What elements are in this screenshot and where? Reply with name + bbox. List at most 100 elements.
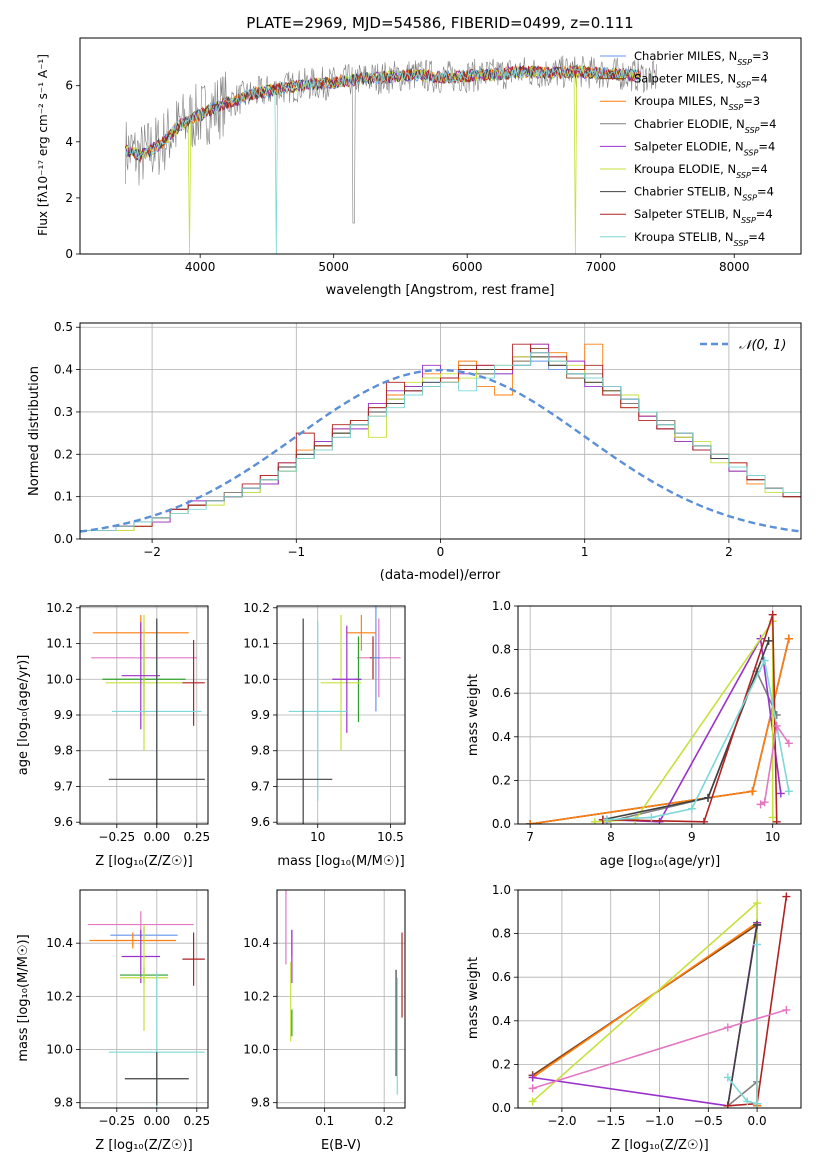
y-tick-label: 9.8: [251, 744, 270, 758]
legend-entry: 𝒩(0, 1): [739, 338, 786, 353]
weight-point-marker: [528, 1097, 537, 1106]
age-vs-Z-xlabel: Z [log₁₀(Z/Z☉)]: [95, 854, 192, 869]
errorbar-point: [89, 932, 176, 949]
ageZ-frame: [79, 605, 209, 825]
weight-series-line: [594, 618, 774, 823]
age-vs-Z-plot-area: −0.25 0.00 0.25 9.6 9.7 9.8 9.9 10.0 10.1 10.2: [46, 601, 210, 844]
weight-point-marker: [772, 721, 781, 730]
weight-point-marker: [704, 793, 713, 802]
ageZ-axes: −0.25 0.00 0.25 9.6 9.7 9.8 9.9 10.0 10.1 10.2: [46, 601, 210, 844]
weight-point-marker: [776, 789, 785, 798]
y-tick-label: 0.4: [492, 1014, 511, 1028]
errorbar-point: [124, 1052, 189, 1106]
spectrum-axes: 4000 5000 6000 7000 8000 0 2 4 6: [65, 37, 802, 274]
y-tick-label: 10.2: [243, 989, 270, 1003]
x-tick-label: −1.0: [645, 1114, 674, 1128]
weight-point-marker: [782, 892, 791, 901]
weight-point-marker: [753, 920, 762, 929]
age-vs-mass-panel: 10 10.5 9.6 9.7 9.8 9.9 10.0 10.1 10.2 mass [log…: [243, 601, 406, 869]
y-tick-label: 9.9: [251, 708, 270, 722]
spectrum-series-line: [125, 65, 642, 254]
weight-vs-age-ylabel: mass weight: [466, 674, 481, 756]
mass-vs-EBV-panel: 0.1 0.2 9.8 10.0 10.2 10.4 E(B-V): [243, 889, 406, 1153]
y-tick-label: 9.6: [54, 815, 73, 829]
y-tick-label: 9.6: [251, 815, 270, 829]
spectrum-ylabel: Flux [fλ10⁻¹⁷ erg cm⁻² s⁻¹ A⁻¹]: [36, 54, 50, 236]
errorbar-point: [182, 639, 205, 726]
y-tick-label: 0.2: [492, 1057, 511, 1071]
weight-point-marker: [784, 787, 793, 796]
weight-point-marker: [528, 1084, 537, 1093]
y-tick-label: 10.0: [243, 1043, 270, 1057]
weight-point-marker: [602, 815, 611, 824]
x-tick-label: 0.2: [375, 1114, 394, 1128]
y-tick-label: 10.1: [243, 637, 270, 651]
weight-point-marker: [723, 1023, 732, 1032]
weight-series-line: [530, 638, 790, 824]
y-tick-label: 10.1: [46, 637, 73, 651]
y-tick-label: 4: [65, 135, 73, 149]
histogram-series: [80, 356, 801, 539]
weight-point-marker: [764, 636, 773, 645]
y-tick-label: 0.5: [54, 320, 73, 334]
weight-series-line: [532, 901, 758, 1104]
weight-point-marker: [748, 787, 757, 796]
residuals-panel: −2 −1 0 1 2 0.0 0.1 0.2 0.3 0.4 0.5 (data-model)/e…: [27, 320, 802, 583]
residuals-frame: [79, 322, 802, 540]
x-tick-label: 0.1: [315, 1114, 334, 1128]
weight-point-marker: [784, 739, 793, 748]
histogram-series: [80, 347, 801, 539]
x-tick-label: 10.5: [377, 830, 404, 844]
y-tick-label: 0.6: [492, 686, 511, 700]
weight-series-line: [530, 638, 790, 824]
spectrum-legend: Chabrier MILES, NSSP=3 Salpeter MILES, NS…: [600, 49, 776, 247]
weight-vs-age-plot-area: 7 8 9 10 0.0 0.2 0.4 0.6 0.8 1.0: [492, 599, 802, 844]
mass-vs-Z-panel: −0.25 0.00 0.25 9.8 10.0 10.2 10.4 Z [log₁₀(Z/…: [16, 889, 210, 1153]
errorbar-point: [320, 614, 362, 751]
spectrum-xlabel: wavelength [Angstrom, rest frame]: [326, 283, 555, 298]
age-vs-Z-panel: −0.25 0.00 0.25 9.6 9.7 9.8 9.9 10.0 10.1 10.2 Z …: [16, 601, 210, 869]
histogram-series: [80, 356, 801, 539]
x-tick-label: −2.0: [547, 1114, 576, 1128]
x-tick-label: −0.5: [694, 1114, 723, 1128]
weight-point-marker: [723, 1073, 732, 1082]
spectrum-frame: [79, 37, 802, 255]
y-tick-label: 10.0: [46, 1043, 73, 1057]
y-tick-label: 10.2: [46, 989, 73, 1003]
y-tick-label: 9.8: [54, 1096, 73, 1110]
legend-entry: Kroupa ELODIE, NSSP=4: [634, 162, 768, 180]
errorbar-point: [120, 924, 168, 1031]
residuals-plot-area: −2 −1 0 1 2 0.0 0.1 0.2 0.3 0.4 0.5: [54, 320, 802, 559]
spectrum-panel: 4000 5000 6000 7000 8000 0 2 4 6 wavelength [Ang…: [36, 37, 802, 298]
weight-vs-age-xlabel: age [log₁₀(age/yr)]: [600, 854, 721, 869]
wAge-marks: [526, 610, 793, 824]
y-tick-label: 10.2: [46, 601, 73, 615]
y-tick-label: 0.0: [492, 817, 511, 831]
x-tick-label: 4000: [185, 260, 216, 274]
weight-vs-Z-panel: −2.0 −1.5 −1.0 −0.5 0.0 0.0 0.2 0.4 0.6 0.8 1.0 Z …: [466, 883, 802, 1153]
errorbar-point: [121, 929, 160, 984]
ageM-marks: [277, 606, 401, 824]
x-tick-label: 10: [310, 830, 325, 844]
massZ-marks: [88, 911, 205, 1108]
figure-title: PLATE=2969, MJD=54586, FIBERID=0499, z=0…: [246, 14, 633, 32]
weight-vs-Z-ylabel: mass weight: [466, 957, 481, 1039]
y-tick-label: 6: [65, 79, 73, 93]
y-tick-label: 10.4: [243, 936, 270, 950]
weight-series-line: [727, 924, 758, 1106]
y-tick-label: 0: [65, 247, 73, 261]
age-vs-mass-plot-area: 10 10.5 9.6 9.7 9.8 9.9 10.0 10.1 10.2: [243, 601, 406, 844]
y-tick-label: 0.0: [492, 1101, 511, 1115]
weight-point-marker: [784, 634, 793, 643]
spectrum-series-line: [125, 64, 642, 164]
ageM-axes: 10 10.5 9.6 9.7 9.8 9.9 10.0 10.1 10.2: [243, 601, 406, 844]
weight-series-line: [606, 657, 790, 821]
x-tick-label: 0.25: [183, 830, 210, 844]
weight-point-marker: [760, 798, 769, 807]
massE-marks: [285, 890, 403, 1095]
legend-entry: Salpeter ELODIE, NSSP=4: [634, 139, 775, 157]
errorbar-point: [105, 614, 183, 751]
y-tick-label: 1.0: [492, 599, 511, 613]
weight-vs-Z-xlabel: Z [log₁₀(Z/Z☉)]: [611, 1138, 708, 1153]
